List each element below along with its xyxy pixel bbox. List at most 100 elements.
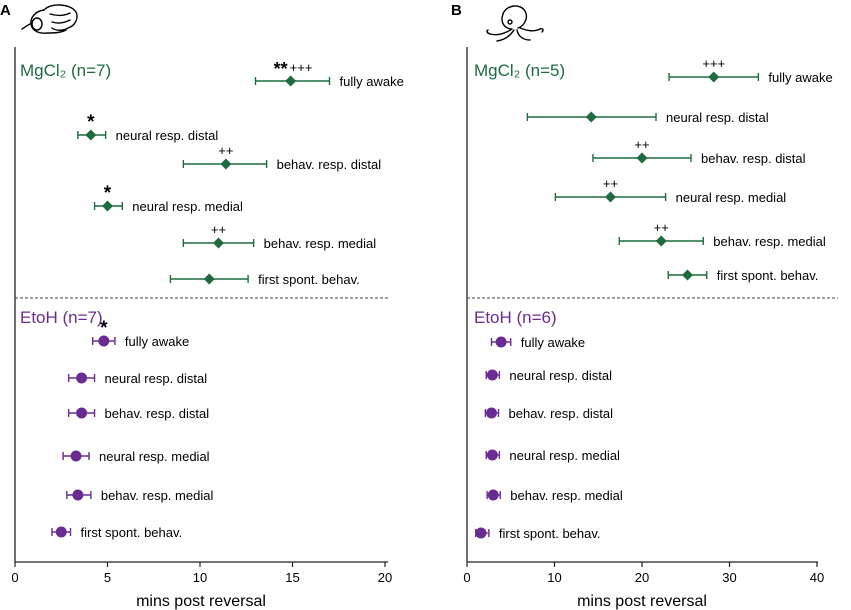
data-point-group: neural resp. distal (67, 371, 208, 386)
point-label: behav. resp. distal (701, 151, 806, 166)
panel-b-x-tick-label: 40 (810, 570, 824, 585)
data-point-group: neural resp. medial ++ (554, 176, 787, 205)
panel-a-x-tick-label: 5 (104, 570, 111, 585)
panel-b-label: B (451, 2, 462, 19)
mean-marker-diamond (203, 273, 215, 285)
point-label: behav. resp. distal (509, 406, 614, 421)
data-point-group: neural resp. medial (62, 449, 210, 464)
octopus-icon (486, 5, 544, 42)
significance-star: * (87, 112, 95, 133)
mean-marker-diamond (213, 237, 224, 249)
point-label: first spont. behav. (499, 526, 601, 541)
panel-a-x-tick-label: 15 (285, 570, 299, 585)
point-label: neural resp. distal (666, 110, 769, 125)
point-label: first spont. behav. (81, 525, 183, 540)
point-label: fully awake (340, 74, 404, 89)
significance-plus: ++ (634, 137, 649, 152)
mean-marker-circle (98, 335, 110, 347)
panel-b-x-tick-label: 20 (635, 570, 649, 585)
panel-b: B mins post reversal 0 10 20 30 40 MgCl₂ (n=… (451, 2, 838, 610)
mean-marker-diamond (85, 129, 97, 141)
data-point-group: behav. resp. distal (67, 406, 210, 421)
panel-a-x-tick-label: 10 (193, 570, 207, 585)
mean-marker-circle (487, 489, 499, 501)
mean-marker-circle (76, 407, 88, 419)
data-point-group: neural resp. medial (485, 448, 620, 463)
data-point-group: behav. resp. medial ++ (182, 222, 377, 251)
mean-marker-diamond (102, 200, 113, 212)
point-label: neural resp. distal (116, 128, 219, 143)
mean-marker-circle (72, 489, 84, 501)
data-point-group: neural resp. distal * (77, 112, 219, 143)
point-label: neural resp. distal (509, 368, 612, 383)
data-point-group: fully awake +++ (668, 56, 833, 85)
data-point-group: behav. resp. distal (484, 406, 614, 421)
mean-marker-circle (486, 449, 498, 461)
panel-a-group-mgcl2-title: MgCl₂ (n=7) (20, 61, 111, 80)
panel-b-x-tick-label: 0 (463, 570, 470, 585)
point-label: first spont. behav. (717, 268, 819, 283)
point-label: behav. resp. distal (105, 406, 210, 421)
point-label: behav. resp. medial (264, 236, 377, 251)
significance-plus: ++ (603, 176, 618, 191)
mean-marker-diamond (636, 152, 648, 164)
point-label: behav. resp. medial (510, 488, 623, 503)
panel-b-group-mgcl2-title: MgCl₂ (n=5) (474, 61, 565, 80)
point-label: fully awake (521, 335, 585, 350)
data-point-group: neural resp. medial * (93, 183, 243, 214)
data-point-group: behav. resp. distal ++ (592, 137, 806, 166)
panel-a-x-tick-label: 0 (11, 570, 18, 585)
mean-marker-diamond (708, 71, 720, 83)
panel-a-group-etoh-title: EtoH (n=7) (20, 308, 103, 327)
mean-marker-diamond (655, 235, 667, 247)
mean-marker-diamond (682, 269, 693, 281)
point-label: fully awake (125, 334, 189, 349)
data-point-group: fully awake (490, 335, 585, 350)
point-label: behav. resp. medial (713, 234, 826, 249)
data-point-group: behav. resp. medial (66, 488, 214, 503)
panel-b-group-etoh-title: EtoH (n=6) (474, 308, 557, 327)
mean-marker-diamond (285, 75, 297, 87)
panel-b-x-tick-label: 30 (722, 570, 736, 585)
mean-marker-diamond (585, 111, 597, 123)
point-label: neural resp. medial (509, 448, 620, 463)
panel-a-label: A (0, 2, 11, 19)
data-point-group: neural resp. distal (526, 110, 769, 125)
data-point-group: behav. resp. medial (486, 488, 623, 503)
data-point-group: fully awake * (91, 318, 189, 349)
mean-marker-diamond (220, 158, 232, 170)
point-label: first spont. behav. (258, 272, 360, 287)
mean-marker-circle (76, 372, 88, 384)
data-point-group: behav. resp. medial ++ (618, 220, 826, 249)
panel-b-x-label: mins post reversal (577, 593, 707, 610)
mean-marker-circle (495, 336, 507, 348)
data-point-group: first spont. behav. (51, 525, 183, 540)
data-point-group: neural resp. distal (485, 368, 612, 383)
significance-plus: +++ (702, 56, 725, 71)
point-label: neural resp. distal (105, 371, 208, 386)
data-point-group: first spont. behav. (169, 272, 360, 287)
mean-marker-diamond (605, 191, 616, 203)
significance-plus: +++ (290, 60, 313, 75)
point-label: neural resp. medial (132, 199, 243, 214)
significance-plus: ++ (218, 143, 233, 158)
data-point-group: behav. resp. distal ++ (182, 143, 382, 172)
panel-a-x-label: mins post reversal (136, 593, 266, 610)
significance-star: * (100, 318, 108, 339)
significance-star: * (104, 183, 112, 204)
data-point-group: first spont. behav. (667, 268, 819, 283)
mean-marker-circle (55, 526, 67, 538)
point-label: neural resp. medial (99, 449, 210, 464)
point-label: neural resp. medial (676, 190, 787, 205)
significance-plus: ++ (211, 222, 226, 237)
data-point-group: first spont. behav. (475, 526, 601, 541)
panel-a-x-tick-label: 20 (378, 570, 392, 585)
significance-plus: ++ (654, 220, 669, 235)
point-label: behav. resp. distal (277, 157, 382, 172)
point-label: behav. resp. medial (101, 488, 214, 503)
mouse-brain-icon (21, 4, 78, 34)
mean-marker-circle (486, 369, 498, 381)
significance-star: ** (274, 59, 288, 79)
data-point-group: fully awake ** +++ (254, 59, 404, 89)
